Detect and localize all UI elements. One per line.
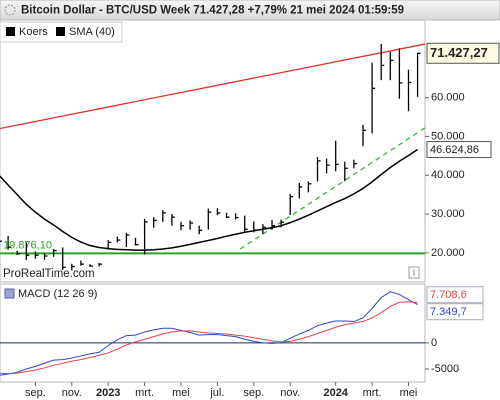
y-tick-label: 60.000 <box>431 92 465 104</box>
y-tick-label: 20.000 <box>431 247 465 259</box>
macd-title: MACD (12 26 9) <box>18 288 97 300</box>
macd-panel <box>0 283 426 383</box>
x-tick-label: sep. <box>25 387 46 399</box>
x-tick-label: mei <box>172 387 190 399</box>
source: ProRealTime.com <box>3 268 95 280</box>
legend-label: Koers <box>19 26 48 38</box>
y-tick-label: -5000 <box>431 363 459 375</box>
x-tick-label: sep. <box>243 387 264 399</box>
macd-label-box <box>426 286 484 304</box>
macd-label: 7.349,7 <box>430 306 467 318</box>
legend-swatch <box>56 27 65 36</box>
sma-line <box>0 148 419 251</box>
y-tick-label: 30.000 <box>431 208 465 220</box>
price-label: 71.427,27 <box>430 45 488 60</box>
macd-line <box>0 301 418 375</box>
x-tick-label: mrt. <box>363 387 382 399</box>
macd-label: 7.708,6 <box>430 289 467 301</box>
macd-label-box <box>426 303 484 321</box>
x-tick-label: jul. <box>209 387 224 399</box>
legend-label: SMA (40) <box>69 26 115 38</box>
x-tick-label: 2024 <box>323 387 348 399</box>
price-label-box <box>426 141 492 159</box>
x-tick-label: 2023 <box>96 387 120 399</box>
macd-line <box>0 291 418 376</box>
info-icon: i <box>413 267 415 277</box>
trend-line <box>0 43 426 130</box>
legend-swatch <box>6 27 15 36</box>
support-label: 19.876,10 <box>3 239 52 251</box>
macd-icon <box>4 288 15 299</box>
header-bar <box>0 0 500 21</box>
price-label-box <box>426 42 500 64</box>
info-button[interactable] <box>408 266 420 279</box>
header-icon[interactable] <box>4 4 16 16</box>
x-tick-label: nov. <box>62 387 82 399</box>
x-tick-label: mrt. <box>135 387 154 399</box>
x-tick-label: mei <box>400 387 418 399</box>
y-tick-label: 40.000 <box>431 169 465 181</box>
y-tick-label: 50.000 <box>431 130 465 142</box>
x-tick-label: nov. <box>280 387 300 399</box>
trend-line <box>239 127 426 250</box>
price-label: 46.624,86 <box>430 144 479 156</box>
header-title: Bitcoin Dollar - BTC/USD Week 71.427,28 … <box>21 5 404 17</box>
y-tick-label: 0 <box>431 337 437 349</box>
